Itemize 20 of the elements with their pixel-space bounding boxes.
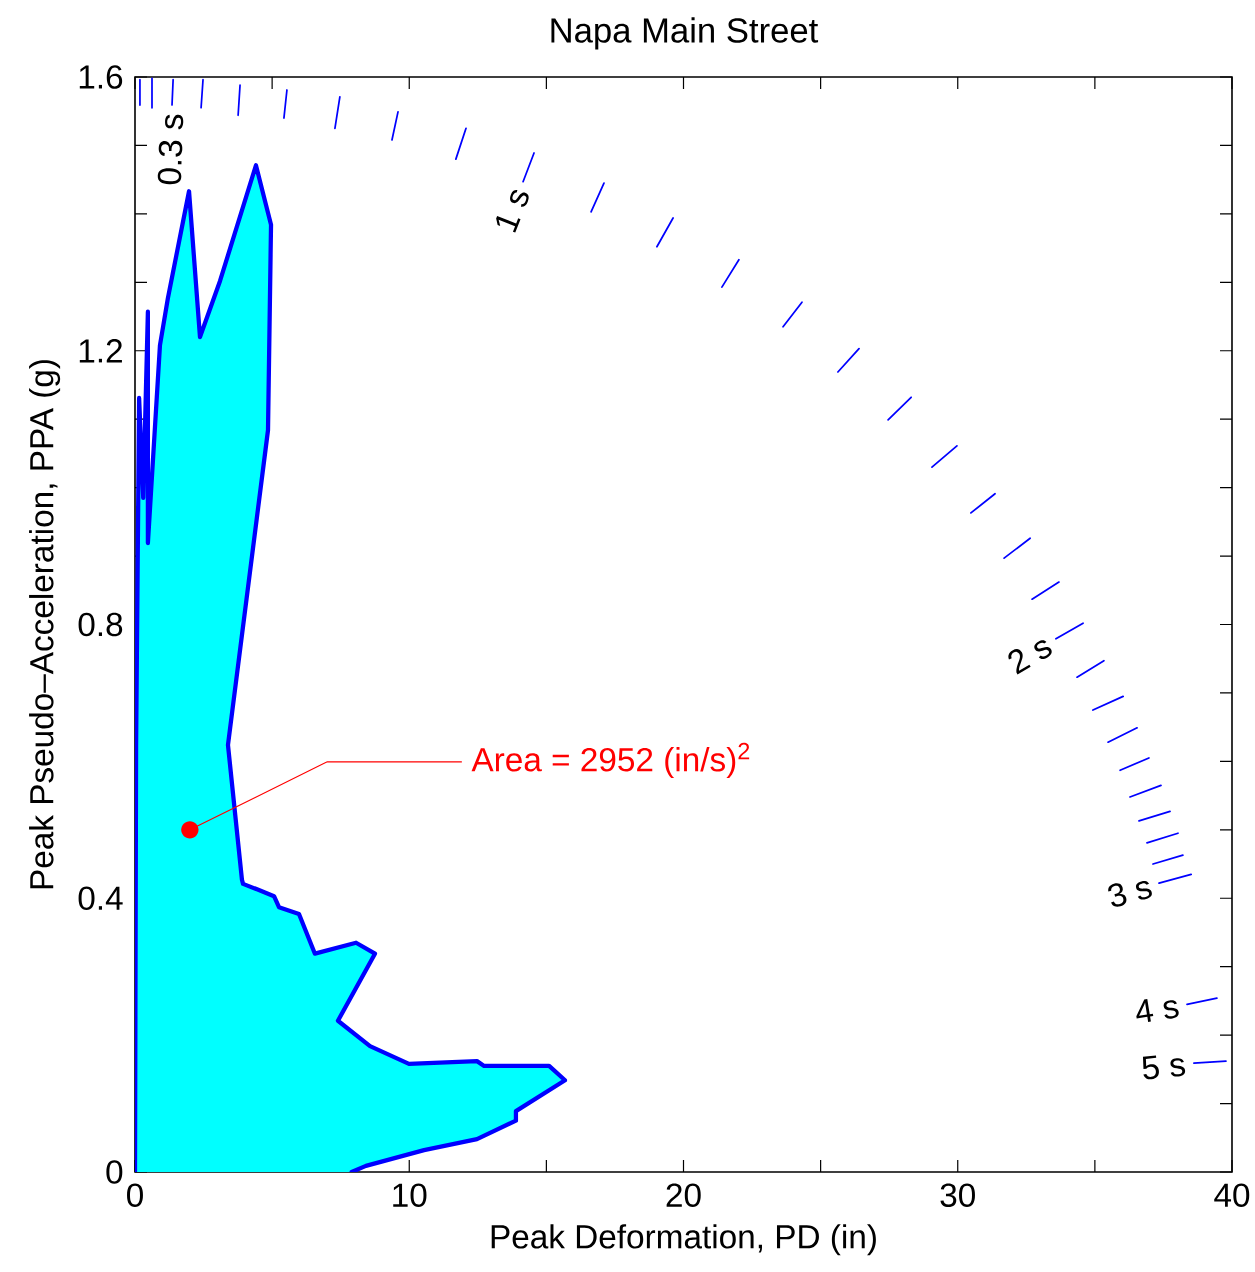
annotation: 3 s [1108, 881, 1152, 907]
x-axis-title: Peak Deformation, PD (in) [491, 1224, 876, 1256]
x-tick-label: 30 [940, 1183, 975, 1207]
annotation: 5 s [1142, 1055, 1186, 1080]
x-tick-label: 10 [393, 1183, 427, 1207]
y-tick-label: 1.6 [79, 65, 123, 89]
annotation: 4 s [1136, 998, 1179, 1022]
x-tick-label: 20 [666, 1183, 701, 1207]
y-tick-label: 0 [106, 1160, 123, 1184]
annotation: 2 s [1008, 640, 1052, 675]
y-tick-label: 0.8 [78, 612, 123, 637]
annotation: 0.3 s [157, 114, 184, 185]
chart-title: Napa Main Street [551, 17, 819, 50]
y-tick-label: 0.4 [78, 886, 123, 911]
x-tick-label: 40 [1214, 1183, 1250, 1207]
x-tick-label: 0 [127, 1183, 143, 1207]
y-axis-title: Peak Pseudo–Acceleration, PPA (g) [29, 360, 61, 889]
annotation: 1 s [496, 189, 529, 233]
y-tick-label: 1.2 [79, 339, 122, 363]
annotation: Area = 2952 (in/s)$^{2}$ [471, 742, 750, 779]
